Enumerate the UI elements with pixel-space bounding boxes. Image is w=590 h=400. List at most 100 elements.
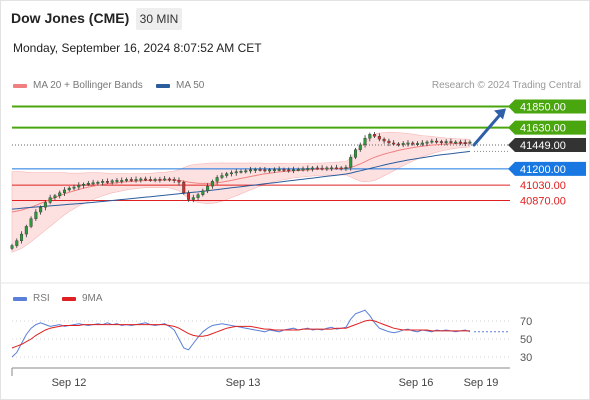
candle [411, 141, 415, 146]
candle [430, 138, 434, 144]
candle-body [344, 167, 348, 169]
candle [72, 184, 76, 191]
price-tag-shape [508, 161, 586, 176]
rsi-tick-label-50: 50 [520, 334, 532, 346]
candle [82, 182, 86, 189]
candle-body [39, 207, 43, 213]
candle-body [220, 175, 224, 178]
price-level-label-41200.00: 41200.00 [520, 164, 566, 176]
candle-body [191, 197, 195, 200]
candle-body [177, 180, 181, 183]
candle [263, 166, 267, 173]
candle [344, 165, 348, 172]
ma50-line [11, 150, 471, 210]
candle-body [301, 168, 305, 171]
candle [125, 177, 128, 183]
candle [34, 209, 38, 221]
candle-body [392, 142, 396, 145]
candle [277, 166, 281, 172]
candle-body [234, 171, 238, 174]
candle [330, 165, 334, 172]
candle-body [148, 179, 152, 181]
candle-body [53, 195, 57, 198]
rsi-tick-label-70: 70 [520, 316, 532, 328]
candle-body [196, 194, 200, 198]
candle [320, 165, 324, 171]
candle-body [187, 192, 191, 200]
candle [458, 139, 462, 146]
candle [215, 175, 219, 185]
candle [258, 167, 262, 172]
candle-body [134, 179, 138, 181]
candle [206, 183, 210, 194]
candle [187, 190, 191, 202]
legend-rsi-ma-label: 9MA [82, 293, 103, 304]
candle [77, 182, 81, 190]
candle-body [325, 167, 329, 170]
candle [105, 178, 109, 185]
candle [291, 166, 295, 174]
candle [363, 135, 367, 148]
price-tag-shape [508, 99, 586, 114]
candle-body [110, 180, 114, 183]
candle [15, 238, 19, 248]
timeframe-badge[interactable]: 30 MIN [136, 8, 182, 30]
candle-body [249, 169, 253, 172]
candle [139, 177, 143, 183]
candle [272, 167, 276, 173]
x-tick-label-Sep-16: Sep 16 [399, 377, 434, 389]
price-level-tag-41200.00: 41200.00 [508, 161, 586, 176]
candle-body [396, 143, 400, 146]
candle [392, 140, 396, 146]
candle-body [358, 144, 362, 150]
candle-body [334, 167, 338, 170]
candle-body [10, 245, 14, 249]
price-level-tag-41630.00: 41630.00 [508, 120, 586, 135]
candle-body [291, 169, 295, 172]
x-tick-label-Sep-13: Sep 13 [226, 377, 261, 389]
candle [153, 177, 157, 183]
x-tick-label-Sep-19: Sep 19 [464, 377, 499, 389]
legend-ma50-label: MA 50 [176, 80, 205, 91]
candle-body [435, 140, 439, 143]
candle-body [43, 202, 47, 208]
candle [62, 187, 66, 196]
candle-body [354, 149, 357, 158]
candle [196, 193, 200, 201]
price-level-tag-41850.00: 41850.00 [508, 99, 586, 114]
projection-arrow-head [494, 108, 506, 120]
price-level-label-41630.00: 41630.00 [520, 123, 566, 135]
candle-body [439, 141, 443, 143]
candle-body [82, 183, 86, 186]
candle [24, 224, 28, 238]
candle-body [468, 141, 472, 144]
candle [58, 190, 62, 199]
candle-body [144, 178, 148, 181]
candle-body [272, 169, 276, 172]
candle [454, 140, 458, 145]
ma20-line [11, 142, 471, 213]
candle-body [139, 178, 143, 181]
candle [416, 141, 420, 147]
candle-body [239, 171, 243, 173]
candle [210, 179, 214, 189]
candle [296, 167, 300, 172]
candle-body [387, 140, 391, 144]
candle [382, 137, 386, 144]
rsi-swatch [13, 296, 27, 301]
candle [48, 194, 52, 205]
candle-body [363, 137, 367, 146]
candle [110, 179, 114, 185]
legend-rsi: RSI [13, 293, 50, 304]
price-level-label-41030.00: 41030.00 [520, 180, 566, 192]
candle [172, 177, 176, 184]
candle [101, 179, 105, 186]
candle-body [225, 173, 229, 176]
candle [463, 139, 467, 147]
legend-rsi-label: RSI [33, 293, 50, 304]
candle-body [420, 142, 424, 145]
candle-body [77, 184, 81, 188]
candle [401, 141, 405, 148]
candle [439, 139, 443, 145]
